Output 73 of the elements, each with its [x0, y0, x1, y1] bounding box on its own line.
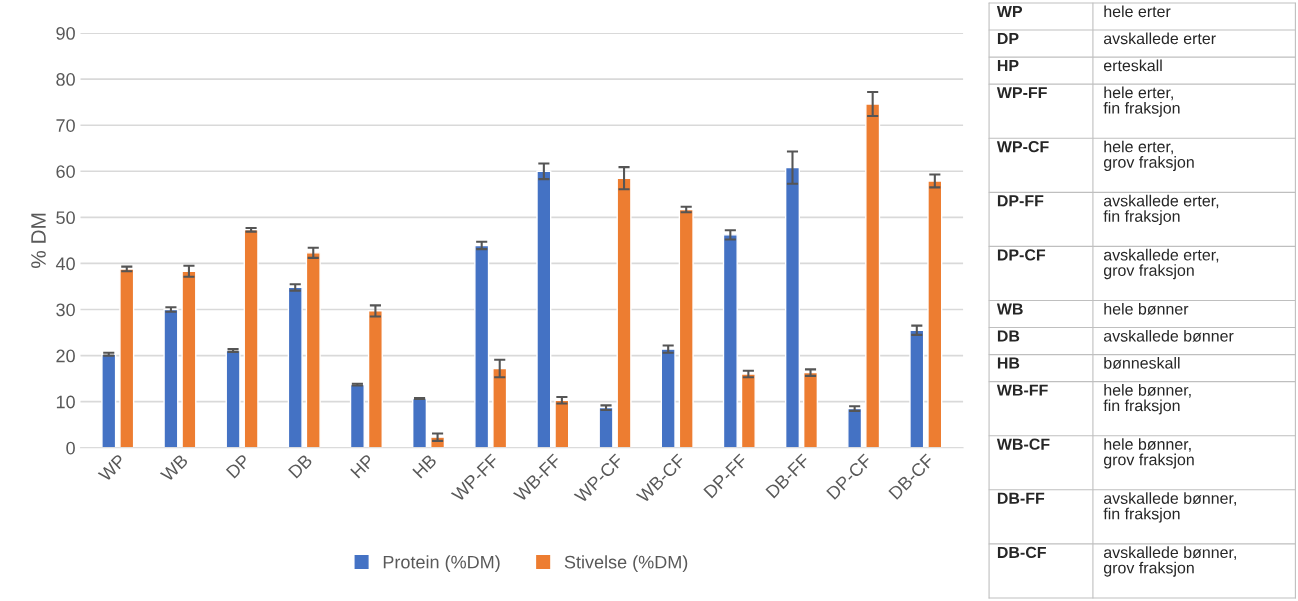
y-tick-label: 30 — [56, 303, 75, 317]
text: HB — [997, 357, 1020, 369]
text: bønneskall — [1104, 356, 1180, 369]
text: DP-FF — [997, 195, 1044, 207]
text: WP-CF — [996, 141, 1049, 153]
bar — [181, 270, 197, 448]
text: avskallede bønner — [1103, 329, 1234, 342]
y-tick-label: 20 — [56, 349, 75, 363]
text: DB — [997, 330, 1020, 342]
bar — [243, 229, 259, 448]
bar — [119, 268, 135, 448]
bar — [740, 373, 756, 448]
text: WB-CF — [996, 438, 1050, 450]
bar — [349, 383, 365, 448]
bar — [287, 286, 303, 448]
x-tick-label: HP — [350, 453, 375, 479]
y-axis-title: % DM — [31, 213, 46, 269]
bar — [598, 406, 614, 448]
text: hele bønner — [1104, 302, 1189, 315]
bar — [536, 170, 552, 448]
text: avskallede erter — [1103, 32, 1216, 45]
text: hele erter, grov fraksjon — [1103, 140, 1194, 171]
y-tick-label: 40 — [55, 257, 75, 271]
x-tick-label: DB — [288, 453, 313, 479]
text: avskallede bønner, grov fraksjon — [1103, 546, 1236, 577]
y-tick-label: 90 — [56, 26, 75, 40]
bar — [802, 371, 819, 448]
text: avskallede erter, fin fraksjon — [1103, 194, 1219, 226]
x-tick-label: DP — [225, 453, 251, 479]
x-tick-label: WB — [159, 453, 189, 483]
text: hele bønner, grov fraksjon — [1103, 438, 1194, 469]
bar — [225, 349, 241, 448]
bar — [554, 399, 570, 448]
text: hele erter — [1104, 5, 1171, 18]
y-tick-label: 10 — [56, 395, 75, 409]
bar — [367, 310, 383, 448]
legend-label: Stivelse (%DM) — [564, 555, 688, 573]
text: WB — [996, 303, 1023, 315]
y-tick-label: 80 — [56, 73, 75, 86]
bar — [865, 103, 881, 448]
text: WP — [996, 6, 1023, 17]
bar — [678, 208, 694, 448]
bar — [909, 329, 925, 448]
text: WP-FF — [996, 87, 1047, 99]
bar — [784, 166, 801, 448]
y-tick-label: 0 — [66, 441, 75, 455]
y-tick-label: 70 — [56, 119, 75, 132]
text: avskallede erter, grov fraksjon — [1103, 248, 1219, 280]
bar — [722, 234, 738, 448]
text: avskallede bønner, fin fraksjon — [1103, 492, 1236, 523]
bar — [412, 397, 428, 448]
text: erteskall — [1103, 59, 1162, 72]
bar — [660, 348, 676, 448]
text: DP — [997, 33, 1019, 45]
bar — [616, 177, 632, 448]
text: WB-FF — [996, 384, 1048, 396]
bar — [163, 308, 179, 448]
x-tick-label: WP — [97, 453, 127, 483]
bar — [101, 353, 117, 448]
text: DB-CF — [997, 546, 1046, 559]
bar — [474, 244, 490, 448]
bar — [927, 180, 943, 448]
bar — [492, 367, 508, 448]
text: hele erter, fin fraksjon — [1103, 86, 1180, 117]
text: DP-CF — [997, 249, 1046, 261]
text: HP — [997, 60, 1019, 72]
text: hele bønner, fin fraksjon — [1103, 384, 1191, 415]
y-tick-label: 60 — [56, 165, 75, 179]
x-tick-label: HB — [412, 453, 438, 479]
bar — [305, 252, 321, 448]
bar — [847, 407, 863, 448]
legend-label: Protein (%DM) — [383, 555, 500, 573]
y-tick-label: 50 — [56, 211, 75, 225]
